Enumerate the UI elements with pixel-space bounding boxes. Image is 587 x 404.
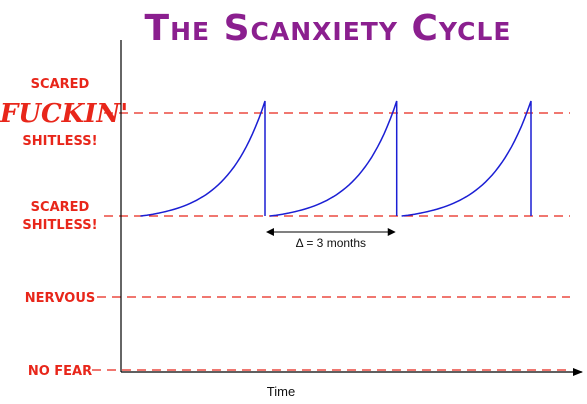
interval-annotation: Δ = 3 months — [265, 228, 396, 250]
level-lines — [92, 112, 570, 371]
anxiety-cycle-2 — [269, 100, 398, 217]
level-label-scared: SCARED SHITLESS! — [22, 200, 97, 233]
level-label-line: SCARED — [31, 77, 90, 92]
chart-title: The Scanxiety Cycle — [145, 8, 512, 49]
x-axis-label: Time — [267, 384, 295, 399]
level-label-scared-fuckin: SCARED FUCKIN' SHITLESS! — [0, 77, 128, 149]
anxiety-cycle-3 — [401, 100, 532, 217]
level-label-line: NERVOUS — [25, 291, 96, 306]
level-labels: NO FEAR NERVOUS SCARED SHITLESS! SCARED FUCKI… — [0, 77, 128, 379]
level-label-no-fear: NO FEAR — [28, 364, 92, 379]
anxiety-cycle-1 — [140, 100, 266, 217]
anxiety-series — [140, 100, 532, 217]
level-label-line: SHITLESS! — [22, 134, 97, 149]
level-label-nervous: NERVOUS — [25, 291, 96, 306]
level-label-line: FUCKIN' — [0, 99, 128, 129]
interval-label: Δ = 3 months — [296, 236, 366, 250]
level-label-line: SHITLESS! — [22, 218, 97, 233]
level-label-line: NO FEAR — [28, 364, 92, 379]
level-label-line: SCARED — [31, 200, 90, 215]
